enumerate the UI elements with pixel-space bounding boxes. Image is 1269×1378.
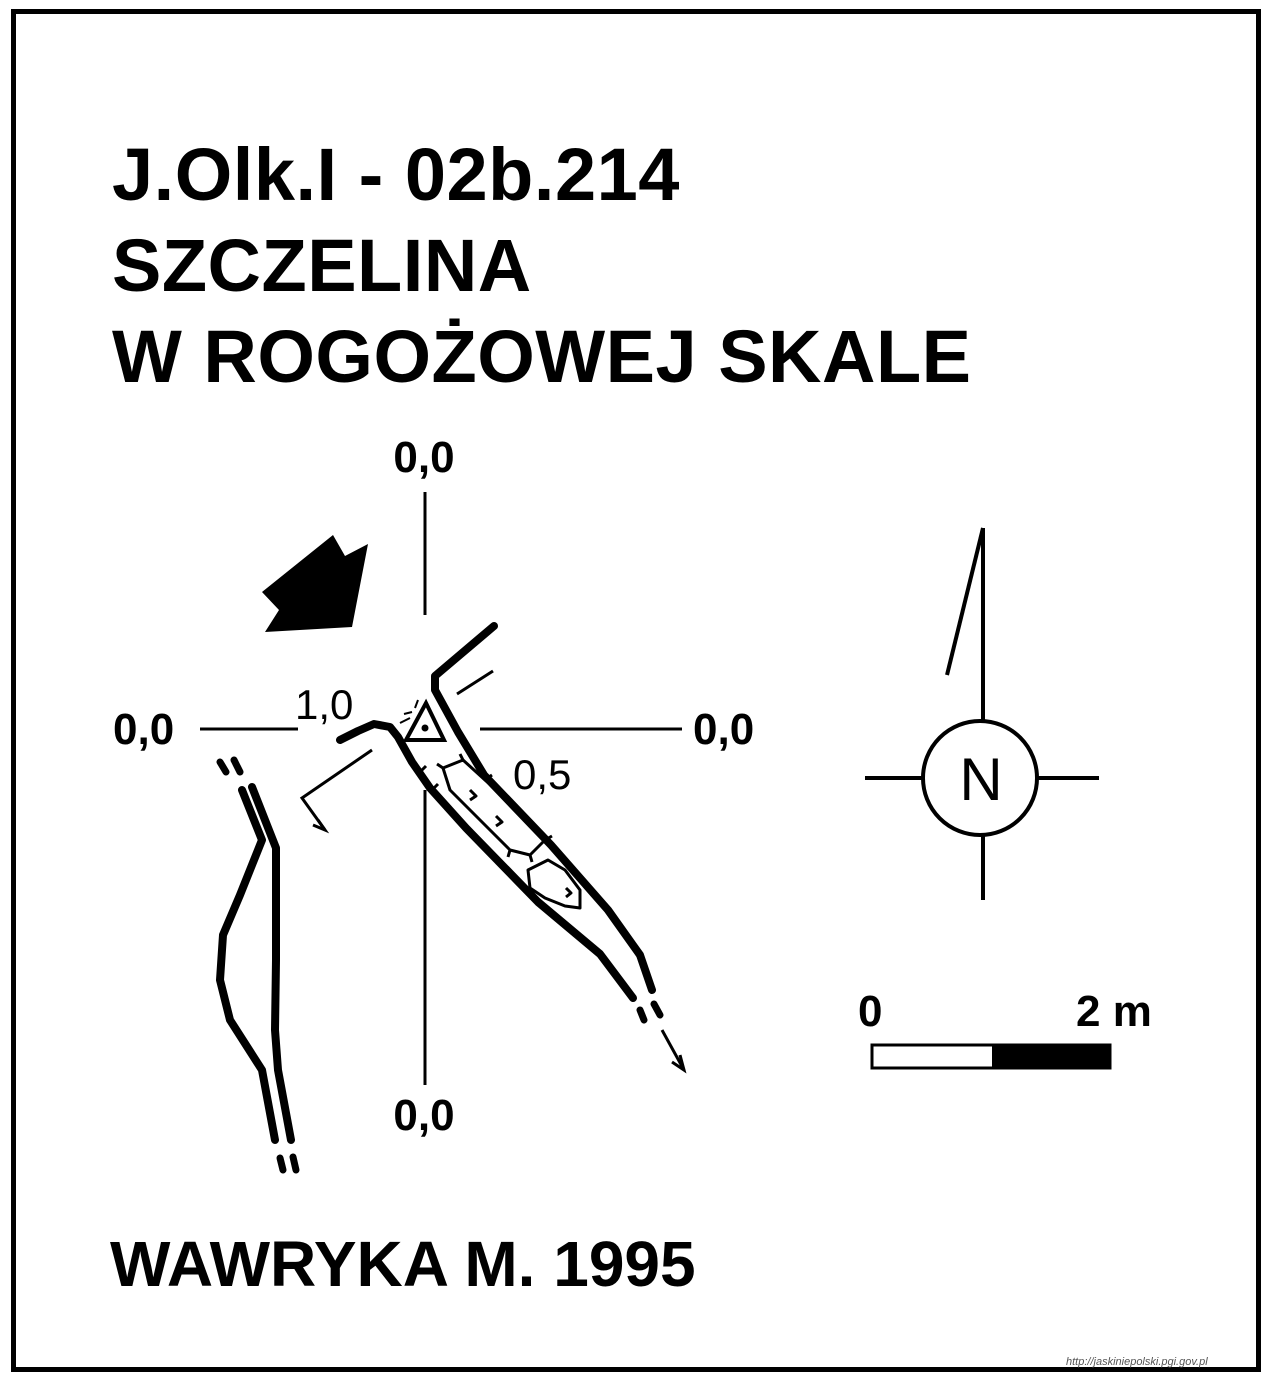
- author-credit: WAWRYKA M. 1995: [110, 1228, 696, 1300]
- cross-label-bottom: 0,0: [393, 1091, 454, 1140]
- slope-line-top: [456, 669, 494, 696]
- scale-bar-start-label: 0: [858, 987, 882, 1036]
- cave-walls: [216, 622, 664, 1174]
- slope-arrowhead-left: [312, 819, 330, 834]
- chamber-outlines: [418, 753, 582, 910]
- rock-edge-ticks: [399, 699, 419, 724]
- slope-arrowhead-bottom: [671, 1054, 687, 1074]
- cave-name-line-2: W ROGOŻOWEJ SKALE: [112, 315, 972, 398]
- chamber-lower: [526, 858, 582, 910]
- slope-arrows: [299, 669, 687, 1074]
- compass-north-barb: [945, 527, 985, 676]
- scale-bar-end-label: 2 m: [1076, 987, 1152, 1036]
- north-compass: [865, 527, 1099, 900]
- compass-letter-n: N: [959, 746, 1002, 813]
- slope-arrow-bottom: [660, 1029, 686, 1071]
- cross-label-right: 0,0: [693, 705, 754, 754]
- cross-label-left: 0,0: [113, 705, 174, 754]
- slope-arrow-left: [299, 748, 373, 831]
- survey-point-icon: [402, 698, 448, 742]
- chamber-upper: [441, 758, 547, 857]
- cave-code: J.Olk.I - 02b.214: [112, 133, 680, 216]
- entrance-arrow-icon: [262, 535, 368, 632]
- height-label-1: 1,0: [295, 681, 353, 728]
- source-url: http://jaskiniepolski.pgi.gov.pl: [1066, 1356, 1208, 1368]
- wall-east: [431, 622, 656, 994]
- wall-outer-left: [216, 786, 279, 1144]
- height-label-2: 0,5: [513, 751, 571, 798]
- wall-outer-right: [248, 783, 295, 1144]
- cross-label-top: 0,0: [393, 433, 454, 482]
- scale-bar: [870, 1043, 1112, 1070]
- wall-west: [336, 720, 637, 1002]
- reference-cross: [200, 492, 682, 1085]
- cave-name-line-1: SZCZELINA: [112, 224, 532, 307]
- map-frame: [11, 9, 1261, 1372]
